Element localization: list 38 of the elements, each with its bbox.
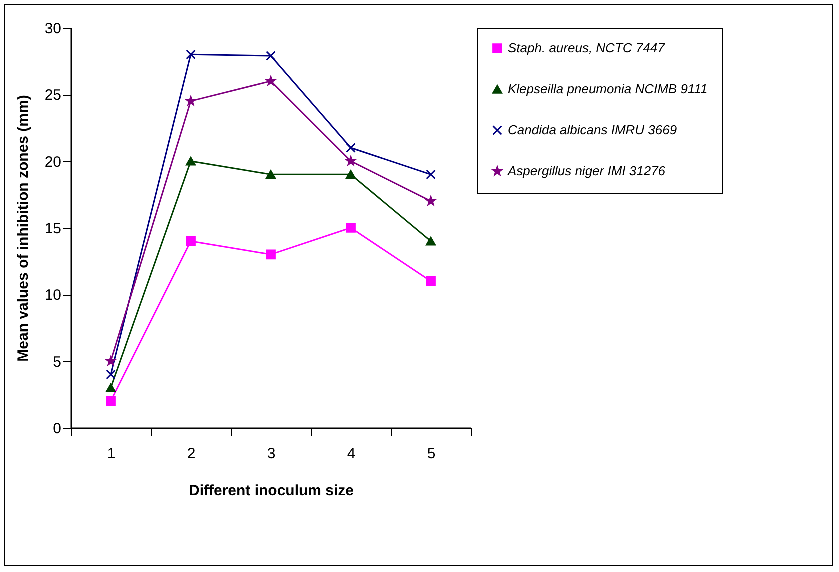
point [106,384,116,392]
x-tick-label: 1 [107,446,116,462]
point [186,156,196,166]
point [266,51,276,61]
legend-label: Staph. aureus, NCTC 7447 [508,40,666,56]
x-tick-label: 4 [347,446,356,462]
legend-label: Klepseilla pneumonia NCIMB 9111 [508,82,708,96]
point [266,250,276,260]
point [186,236,196,246]
point [266,76,276,86]
x-tick-label: 3 [267,446,276,462]
point [426,276,436,286]
point [106,370,116,380]
y-tick-label: 30 [44,20,62,38]
point [426,170,436,180]
point [106,356,116,366]
y-tick-label: 15 [44,220,62,238]
point [346,143,356,153]
y-tick-label: 0 [53,420,62,438]
y-axis-title: Mean values of inhibition zones (mm) [14,95,32,362]
x-tick-label: 5 [427,446,436,462]
point [266,170,276,180]
x-axis-title: Different inoculum size [188,482,354,500]
legend-label: Aspergillus niger IMI 31276 [507,164,666,178]
point [106,396,116,406]
legend-label: Candida albicans IMRU 3669 [508,122,678,138]
y-tick-label: 20 [44,154,62,171]
point [186,96,196,106]
point [346,170,356,180]
point [426,196,436,206]
x-tick-label: 2 [187,446,196,462]
y-tick-label: 5 [53,354,62,371]
point [426,236,436,246]
point [186,50,196,60]
y-tick-label: 25 [44,87,62,104]
point [346,156,356,166]
point [346,223,356,233]
y-tick-label: 10 [44,287,62,304]
